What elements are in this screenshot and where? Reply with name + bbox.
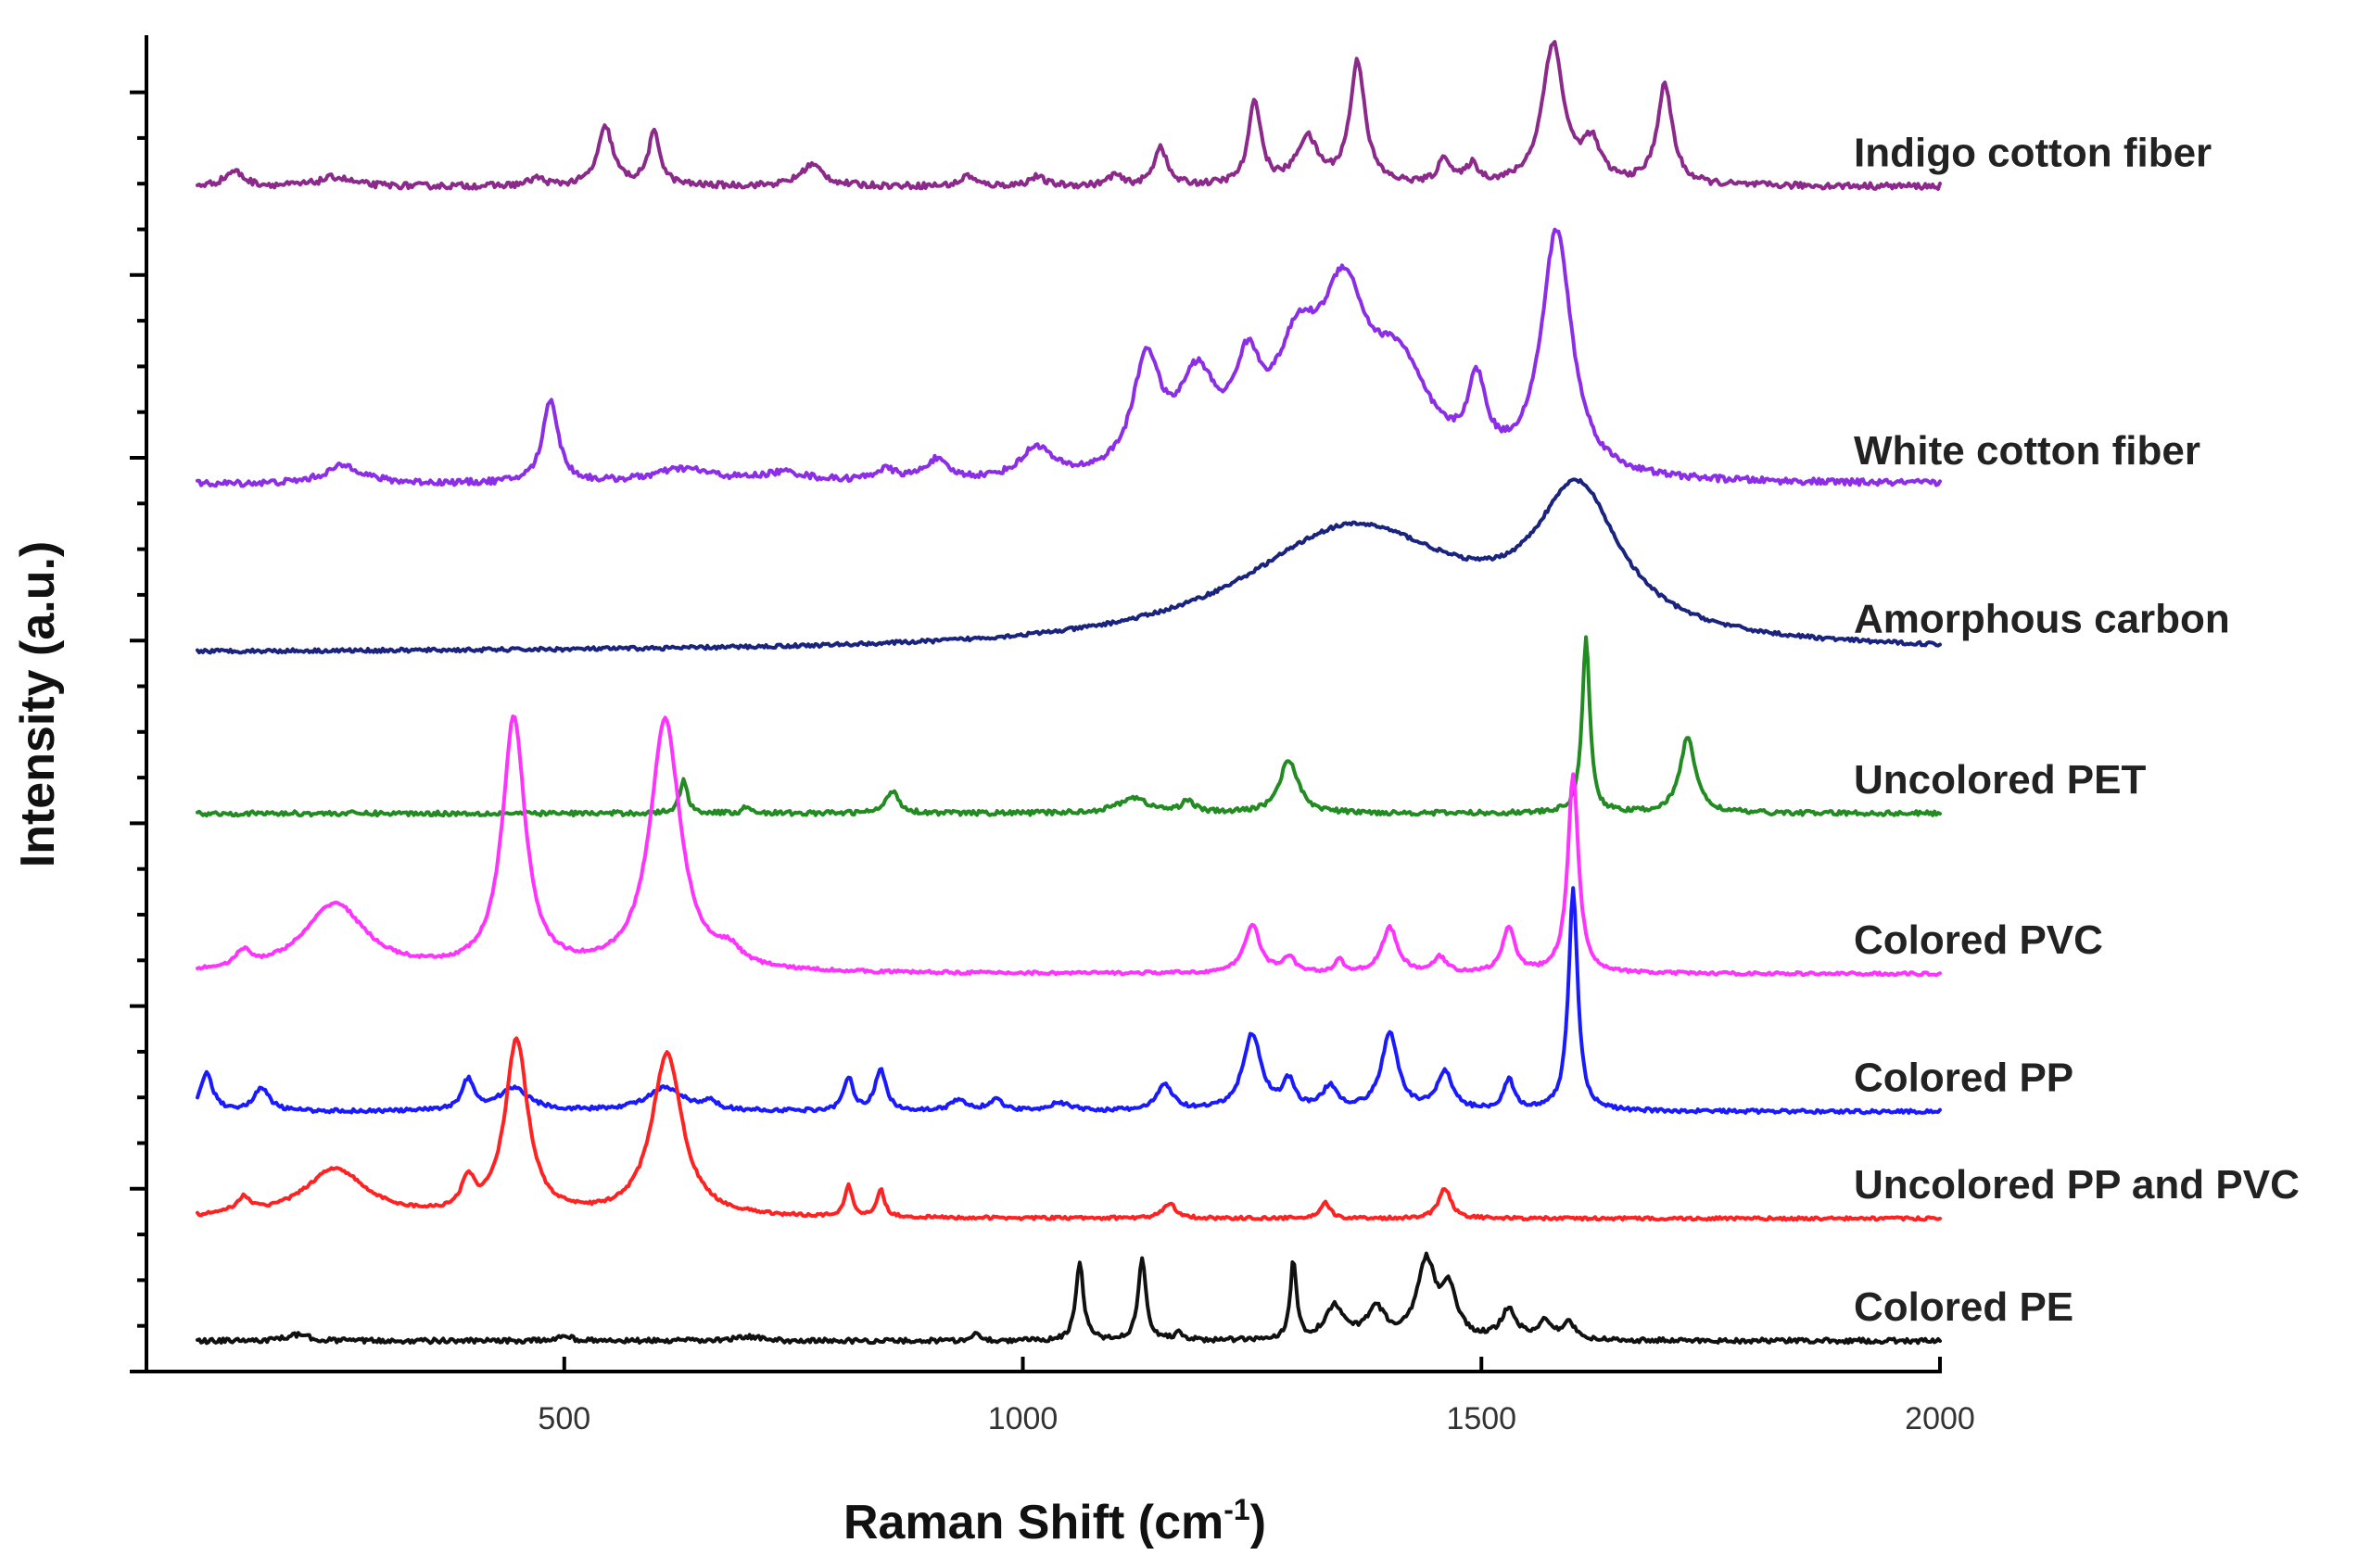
x-tick-label-1000: 1000 (988, 1401, 1059, 1436)
x-axis-title-close: ) (1250, 1496, 1266, 1549)
x-tick-label-2000: 2000 (1905, 1401, 1975, 1436)
spectrum-amorphous-carbon (196, 477, 1942, 655)
spectrum-indigo-cotton-fiber (196, 40, 1942, 191)
spectrum-uncolored-pp-and-pvc (196, 1036, 1942, 1222)
x-axis-title-sup: -1 (1223, 1493, 1249, 1526)
x-tick-label-500: 500 (538, 1401, 590, 1436)
series-labels: Uncolored cotton fiberIndigo cotton fibe… (1854, 130, 2300, 1330)
series-label-colored-pe: Colored PE (1854, 1284, 2073, 1330)
series-label-uncolored-pp-and-pvc: Uncolored PP and PVC (1854, 1162, 2300, 1208)
x-axis-title: Raman Shift (cm-1) (843, 1493, 1266, 1549)
series-label-colored-pvc: Colored PVC (1854, 917, 2103, 963)
spectrum-colored-pp (196, 886, 1942, 1116)
spectrum-colored-pe (196, 1251, 1942, 1346)
spectrum-uncolored-pet (196, 635, 1942, 818)
series-label-white-cotton-fiber: White cotton fiber (1854, 428, 2200, 474)
y-ticks (130, 90, 146, 1373)
spectrum-white-cotton-fiber (196, 227, 1942, 488)
axes (145, 35, 1942, 1373)
series-label-colored-pp: Colored PP (1854, 1056, 2073, 1101)
y-axis-title: Intensity (a.u.) (11, 541, 65, 867)
x-tick-label-1500: 1500 (1446, 1401, 1516, 1436)
series-label-amorphous-carbon: Amorphous carbon (1854, 597, 2230, 642)
spectra-traces (196, 40, 1942, 1346)
series-label-uncolored-pet: Uncolored PET (1854, 757, 2146, 803)
series-label-indigo-cotton-fiber: Indigo cotton fiber (1854, 130, 2212, 175)
spectrum-colored-pvc (196, 714, 1942, 978)
x-ticks: 500 1000 1500 2000 (538, 1357, 1975, 1436)
x-axis-title-main: Raman Shift (cm (843, 1496, 1223, 1549)
